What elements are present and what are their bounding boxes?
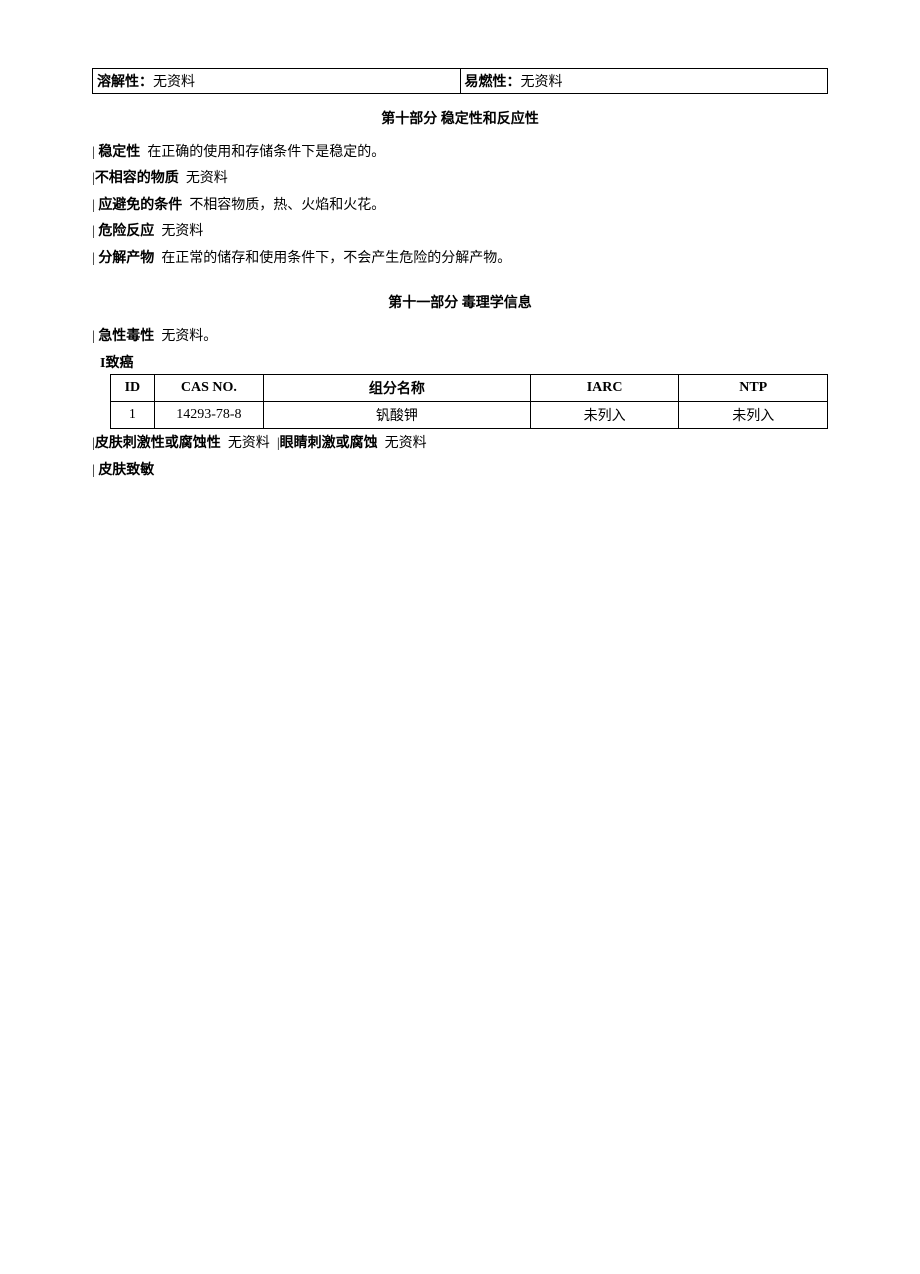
section-10-header: 第十部分 稳定性和反应性 (92, 108, 828, 128)
carcin-label: I致癌 (100, 352, 828, 372)
skin-irrit-label: 皮肤刺激性或腐蚀性 (95, 436, 221, 451)
skin-sens-line: | 皮肤致敏 (92, 460, 828, 482)
decomp-line: | 分解产物 在正常的储存和使用条件下，不会产生危险的分解产物。 (92, 248, 828, 270)
skin-irrit-value: 无资料 (228, 436, 270, 451)
flammability-label: 易燃性： (465, 75, 521, 90)
cell-name: 钒酸钾 (264, 402, 531, 429)
carcin-table: ID CAS NO. 组分名称 IARC NTP 1 14293-78-8 钒酸… (110, 374, 828, 429)
hazard-react-value: 无资料 (161, 224, 203, 239)
stability-value: 在正确的使用和存储条件下是稳定的。 (147, 145, 385, 160)
section-11-header: 第十一部分 毒理学信息 (92, 292, 828, 312)
stability-line: | 稳定性 在正确的使用和存储条件下是稳定的。 (92, 142, 828, 164)
avoid-line: | 应避免的条件 不相容物质，热、火焰和火花。 (92, 195, 828, 217)
avoid-value: 不相容物质，热、火焰和火花。 (189, 198, 385, 213)
incompat-line: |不相容的物质 无资料 (92, 168, 828, 190)
properties-table: 溶解性：无资料 易燃性：无资料 (92, 68, 828, 94)
cell-ntp: 未列入 (679, 402, 828, 429)
hazard-react-label: 危险反应 (98, 224, 154, 239)
acute-tox-label: 急性毒性 (98, 329, 154, 344)
decomp-label: 分解产物 (98, 251, 154, 266)
solubility-label: 溶解性： (97, 75, 153, 90)
skin-eye-line: |皮肤刺激性或腐蚀性 无资料 |眼睛刺激或腐蚀 无资料 (92, 433, 828, 455)
incompat-value: 无资料 (186, 171, 228, 186)
stability-label: 稳定性 (98, 145, 140, 160)
table-row: 1 14293-78-8 钒酸钾 未列入 未列入 (111, 402, 828, 429)
flammability-value: 无资料 (521, 75, 563, 90)
acute-tox-line: | 急性毒性 无资料。 (92, 326, 828, 348)
eye-irrit-label: 眼睛刺激或腐蚀 (280, 436, 378, 451)
cell-id: 1 (111, 402, 155, 429)
th-cas: CAS NO. (154, 375, 263, 402)
avoid-label: 应避免的条件 (98, 198, 182, 213)
eye-irrit-value: 无资料 (385, 436, 427, 451)
acute-tox-value: 无资料。 (161, 329, 217, 344)
hazard-react-line: | 危险反应 无资料 (92, 221, 828, 243)
incompat-label: 不相容的物质 (95, 171, 179, 186)
th-iarc: IARC (530, 375, 679, 402)
cell-iarc: 未列入 (530, 402, 679, 429)
th-id: ID (111, 375, 155, 402)
cell-cas: 14293-78-8 (154, 402, 263, 429)
th-name: 组分名称 (264, 375, 531, 402)
decomp-value: 在正常的储存和使用条件下，不会产生危险的分解产物。 (161, 251, 511, 266)
th-ntp: NTP (679, 375, 828, 402)
solubility-value: 无资料 (153, 75, 195, 90)
skin-sens-label: 皮肤致敏 (98, 463, 154, 478)
